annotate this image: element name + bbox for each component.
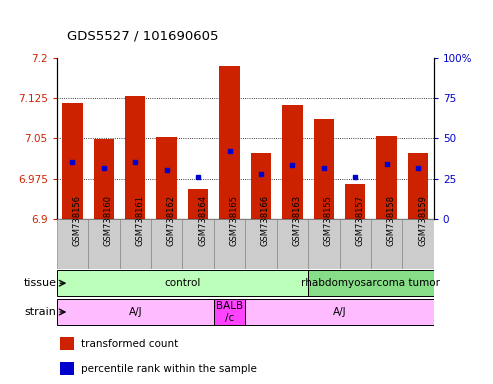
Bar (62, 103, 83, 219)
Text: GSM738162: GSM738162 (167, 195, 176, 246)
Bar (57, 270, 308, 296)
Text: percentile rank within the sample: percentile rank within the sample (81, 364, 257, 374)
Bar (188, 189, 209, 219)
Bar (345, 184, 365, 219)
Bar (402, 219, 434, 269)
Bar (377, 136, 397, 219)
Text: tissue: tissue (24, 278, 57, 288)
Text: GSM738156: GSM738156 (72, 195, 81, 246)
Text: GSM738163: GSM738163 (292, 195, 301, 246)
Text: control: control (164, 278, 201, 288)
Bar (151, 219, 182, 269)
Bar (308, 219, 340, 269)
Text: rhabdomyosarcoma tumor: rhabdomyosarcoma tumor (302, 278, 440, 288)
Bar (245, 299, 434, 325)
Text: GSM738160: GSM738160 (104, 195, 113, 246)
Text: A/J: A/J (333, 307, 347, 317)
Text: GSM738157: GSM738157 (355, 195, 364, 246)
Bar (277, 219, 308, 269)
Text: A/J: A/J (129, 307, 142, 317)
Bar (57, 219, 88, 269)
Bar (182, 219, 214, 269)
Text: GSM738161: GSM738161 (135, 195, 144, 246)
Bar (245, 219, 277, 269)
Bar (371, 219, 402, 269)
Bar (308, 270, 434, 296)
Bar (251, 153, 271, 219)
Bar (282, 105, 303, 219)
Text: GDS5527 / 101690605: GDS5527 / 101690605 (67, 29, 218, 42)
Text: transformed count: transformed count (81, 339, 178, 349)
Bar (340, 219, 371, 269)
Bar (219, 66, 240, 219)
Text: GSM738155: GSM738155 (324, 195, 333, 246)
Bar (156, 137, 177, 219)
Text: GSM738159: GSM738159 (418, 195, 427, 246)
Bar (119, 219, 151, 269)
Text: GSM738158: GSM738158 (387, 195, 396, 246)
Bar (125, 96, 145, 219)
Text: strain: strain (25, 307, 57, 317)
Bar (214, 219, 246, 269)
Bar (94, 139, 114, 219)
Text: BALB
/c: BALB /c (216, 301, 243, 323)
Text: GSM738165: GSM738165 (230, 195, 239, 246)
Text: GSM738166: GSM738166 (261, 195, 270, 246)
Bar (57, 299, 214, 325)
Bar (214, 299, 246, 325)
Text: GSM738164: GSM738164 (198, 195, 207, 246)
Bar (61, 362, 73, 375)
Bar (61, 337, 73, 350)
Bar (408, 153, 428, 219)
Bar (88, 219, 119, 269)
Bar (314, 119, 334, 219)
